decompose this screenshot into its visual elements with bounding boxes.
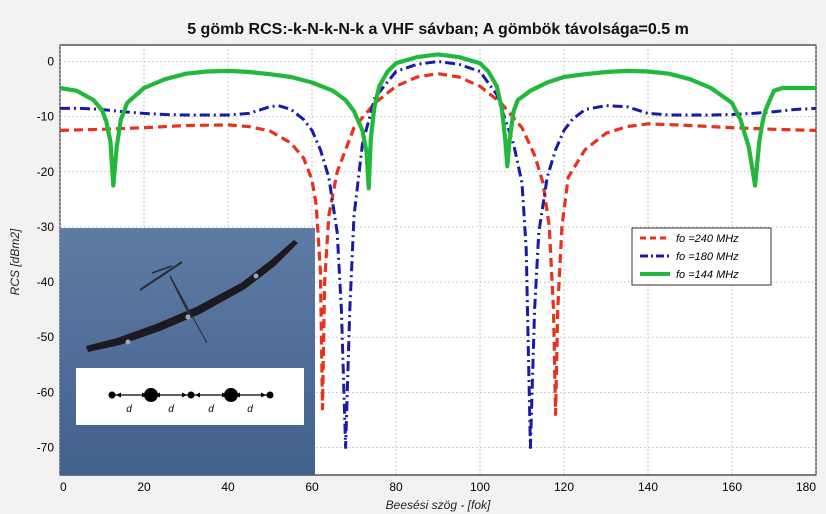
y-tick-label: -60 xyxy=(37,385,55,399)
x-tick-label: 60 xyxy=(305,480,319,494)
x-tick-label: 40 xyxy=(221,480,235,494)
series-line-3 xyxy=(59,52,816,191)
y-tick-label: -50 xyxy=(37,330,55,344)
y-tick-label: -30 xyxy=(37,220,55,234)
x-tick-label: 100 xyxy=(470,480,490,494)
distance-label-1: d xyxy=(126,404,132,415)
legend: fo =240 MHz fo =180 MHz fo =144 MHz xyxy=(631,227,772,286)
legend-label-144: fo =144 MHz xyxy=(676,269,739,281)
inset-sky-gradient xyxy=(60,228,315,475)
x-tick-label: 20 xyxy=(137,480,151,494)
x-tick-label: 0 xyxy=(60,480,67,494)
distance-label-4: d xyxy=(247,404,253,415)
legend-label-180: fo =180 MHz xyxy=(676,251,739,263)
y-tick-label: -40 xyxy=(37,275,55,289)
x-axis-ticks: 0 20 40 60 80 100 120 140 160 180 xyxy=(60,480,816,494)
distance-label-3: d xyxy=(208,404,214,415)
x-tick-label: 80 xyxy=(389,480,403,494)
x-tick-label: 120 xyxy=(554,480,574,494)
x-axis-label: Beesési szög - [fok] xyxy=(386,498,491,512)
x-tick-label: 180 xyxy=(796,480,816,494)
y-axis-label: RCS [dBm2] xyxy=(8,228,22,295)
y-tick-label: -20 xyxy=(37,165,55,179)
y-tick-label: -10 xyxy=(37,110,55,124)
sphere-chain-diagram: d d d d xyxy=(108,388,274,415)
series-lines xyxy=(59,52,817,449)
y-axis-ticks: 0 -10 -20 -30 -40 -50 -60 -70 xyxy=(37,55,55,455)
y-tick-label: -70 xyxy=(37,440,55,454)
distance-label-2: d xyxy=(168,404,174,415)
series-line-1 xyxy=(59,72,817,416)
series-line-2 xyxy=(60,60,817,449)
inset-image: d d d d xyxy=(60,228,315,475)
airship-balloon-icon xyxy=(86,240,298,352)
x-tick-label: 140 xyxy=(638,480,658,494)
x-tick-label: 160 xyxy=(722,480,742,494)
chart-title: 5 gömb RCS:-k-N-k-N-k a VHF sávban; A gö… xyxy=(187,21,689,38)
legend-label-240: fo =240 MHz xyxy=(676,233,739,245)
y-tick-label: 0 xyxy=(47,55,54,69)
